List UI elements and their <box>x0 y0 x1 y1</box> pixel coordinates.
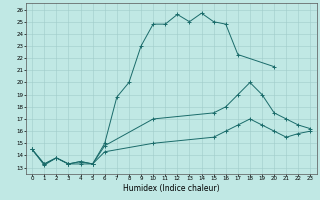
X-axis label: Humidex (Indice chaleur): Humidex (Indice chaleur) <box>123 184 220 193</box>
